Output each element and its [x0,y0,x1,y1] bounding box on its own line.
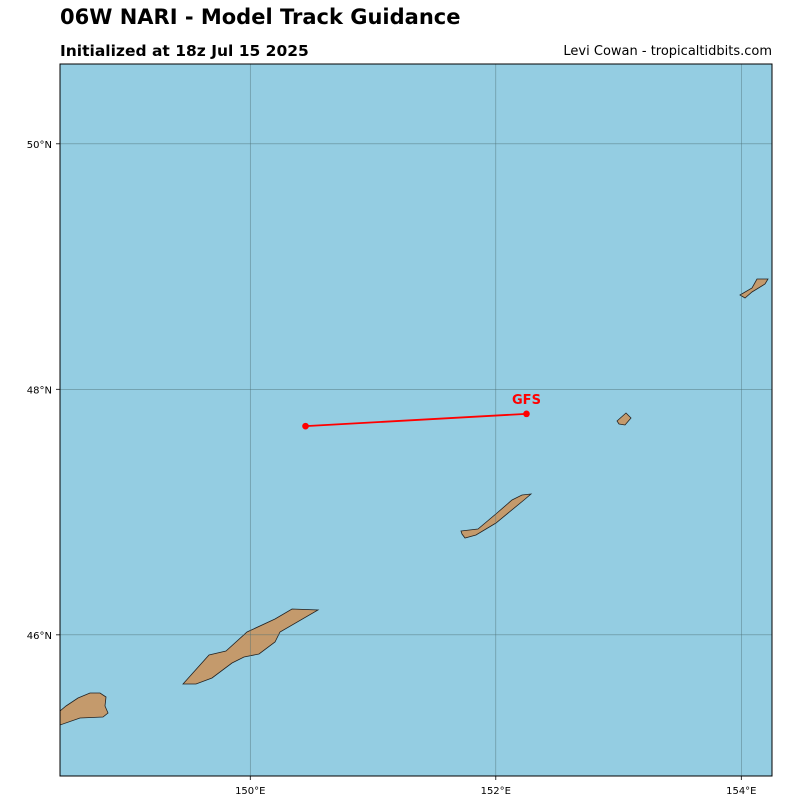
axis-ticks: 150°E 152°E 154°E 50°N 48°N 46°N [27,140,757,797]
map-border [59,63,773,777]
page-title: 06W NARI - Model Track Guidance [60,5,461,29]
lon-tick-label: 150°E [235,786,265,797]
island-southwest [60,692,109,726]
island-northeast [739,278,769,299]
graticule [60,64,772,776]
init-time-subtitle: Initialized at 18z Jul 15 2025 [60,42,309,60]
model-tracks: GFS [302,393,541,430]
track-label-gfs: GFS [512,393,541,408]
lat-tick-label: 48°N [27,385,52,396]
lon-tick-label: 152°E [481,786,511,797]
credit-text: Levi Cowan - tropicaltidbits.com [563,44,772,59]
track-point [302,422,309,430]
track-line-gfs [305,412,527,428]
track-point [523,410,530,418]
lat-tick-label: 46°N [27,631,52,642]
lon-tick-label: 154°E [726,786,756,797]
island-small-east [616,412,632,426]
lat-tick-label: 50°N [27,140,52,151]
